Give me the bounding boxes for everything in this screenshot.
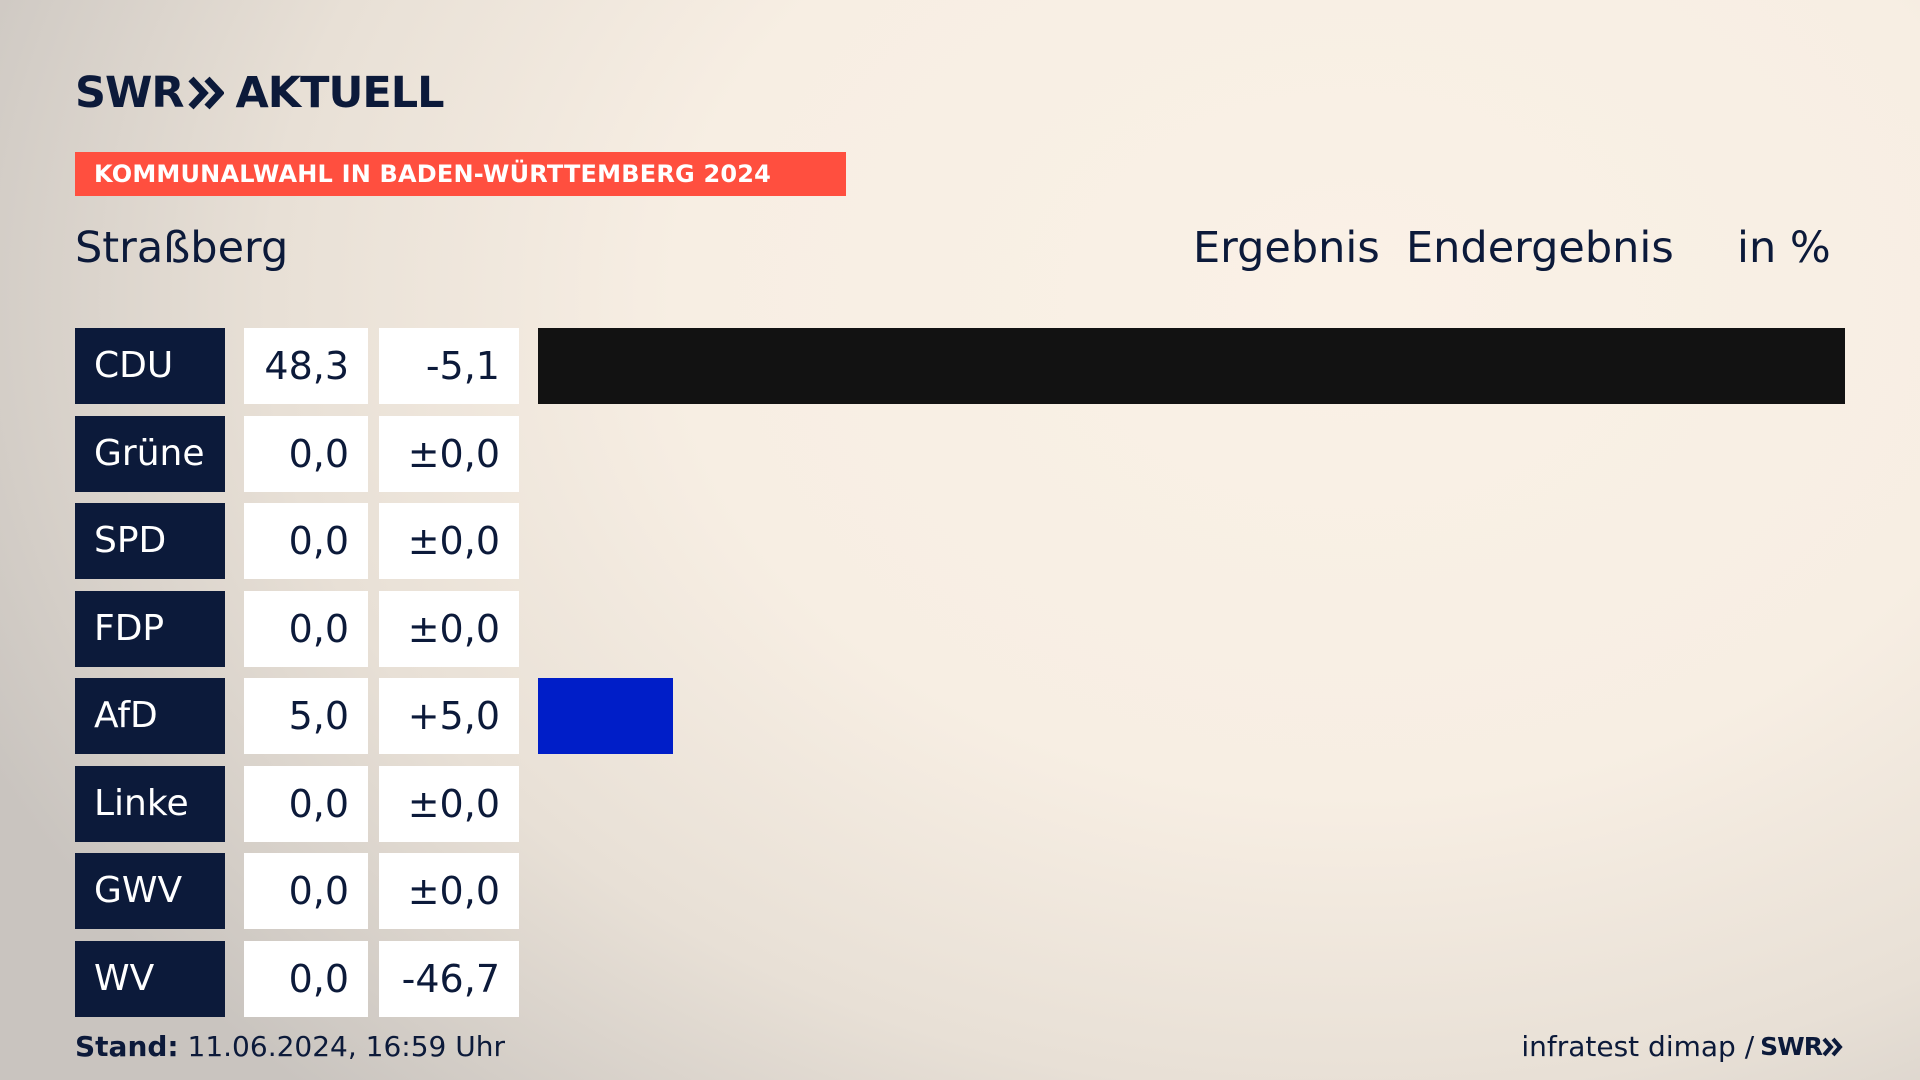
- result-value: 0,0: [244, 415, 368, 492]
- party-label: FDP: [75, 590, 225, 667]
- swr-small-logo: SWR: [1760, 1030, 1844, 1064]
- change-value: ±0,0: [379, 853, 519, 929]
- stand-label: Stand:: [75, 1030, 179, 1063]
- result-value: 48,3: [244, 328, 368, 404]
- change-value: -5,1: [379, 328, 519, 404]
- result-value: 0,0: [244, 503, 368, 579]
- double-chevron-icon: [187, 76, 224, 110]
- change-value: ±0,0: [379, 415, 519, 492]
- column-header-final: Endergebnis: [1406, 223, 1674, 273]
- party-label: Grüne: [75, 415, 225, 492]
- swr-aktuell-logo: SWR AKTUELL: [75, 68, 445, 118]
- result-value: 0,0: [244, 940, 368, 1017]
- result-bar: [538, 328, 1845, 404]
- logo-aktuell-text: AKTUELL: [235, 68, 445, 118]
- change-value: -46,7: [379, 940, 519, 1017]
- logo-swr-text: SWR: [75, 68, 185, 118]
- stand-value: 11.06.2024, 16:59 Uhr: [187, 1030, 505, 1063]
- change-value: ±0,0: [379, 590, 519, 667]
- place-title: Straßberg: [75, 223, 289, 273]
- party-label: GWV: [75, 853, 225, 929]
- change-value: ±0,0: [379, 503, 519, 579]
- column-header-result: Ergebnis: [1193, 223, 1380, 273]
- party-label: AfD: [75, 678, 225, 754]
- change-value: +5,0: [379, 678, 519, 754]
- result-value: 0,0: [244, 765, 368, 842]
- change-value: ±0,0: [379, 765, 519, 842]
- result-bar: [538, 678, 674, 754]
- result-value: 0,0: [244, 590, 368, 667]
- party-label: SPD: [75, 503, 225, 579]
- party-label: WV: [75, 940, 225, 1017]
- result-value: 5,0: [244, 678, 368, 754]
- result-value: 0,0: [244, 853, 368, 929]
- party-label: Linke: [75, 765, 225, 842]
- election-banner: KOMMUNALWAHL IN BADEN-WÜRTTEMBERG 2024: [75, 152, 846, 196]
- party-label: CDU: [75, 328, 225, 404]
- swr-small-logo-text: SWR: [1760, 1032, 1823, 1061]
- source-credit: infratest dimap / SWR: [1521, 1030, 1844, 1064]
- source-text: infratest dimap /: [1521, 1030, 1755, 1063]
- timestamp: Stand: 11.06.2024, 16:59 Uhr: [75, 1030, 505, 1064]
- double-chevron-small-icon: [1822, 1037, 1843, 1057]
- column-header-unit: in %: [1737, 223, 1831, 273]
